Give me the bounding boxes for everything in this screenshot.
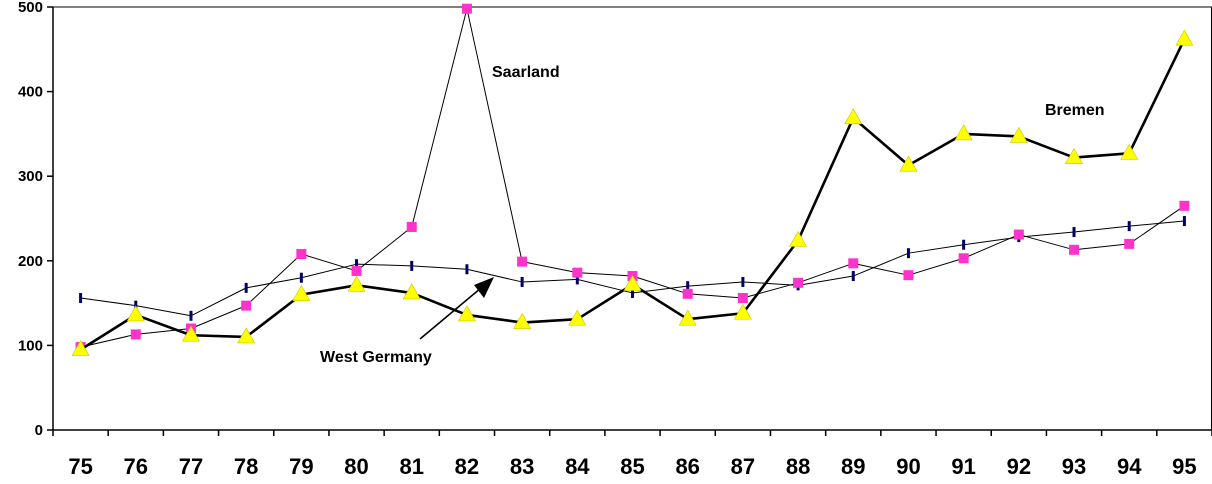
x-tick-label: 90 — [896, 454, 920, 479]
data-point-saarland — [296, 249, 307, 260]
data-point-saarland — [1179, 200, 1190, 211]
data-point-bremen — [402, 283, 421, 300]
annotations: Saarland Bremen West Germany — [320, 64, 1105, 366]
x-tick-label: 81 — [399, 454, 423, 479]
x-tick-label: 80 — [344, 454, 368, 479]
data-point-bremen — [1120, 143, 1139, 160]
data-point-bremen — [678, 309, 697, 326]
x-tick-label: 77 — [179, 454, 203, 479]
data-point-bremen — [457, 305, 476, 322]
x-tick-label: 89 — [841, 454, 865, 479]
x-tick-label: 88 — [786, 454, 810, 479]
series-saarland — [75, 3, 1190, 353]
x-tick-label: 87 — [731, 454, 755, 479]
x-tick-label: 86 — [675, 454, 699, 479]
x-tick-label: 84 — [565, 454, 590, 479]
series-layer — [71, 3, 1194, 356]
data-point-bremen — [789, 230, 808, 247]
y-tick-label: 300 — [18, 168, 43, 185]
annotation-saarland: Saarland — [492, 64, 560, 81]
data-point-bremen — [181, 325, 200, 342]
y-tick-label: 400 — [18, 84, 43, 101]
series-bremen — [71, 29, 1194, 356]
y-tick-label: 200 — [18, 253, 43, 270]
data-point-saarland — [682, 288, 693, 299]
data-point-bremen — [126, 305, 145, 322]
annotation-bremen: Bremen — [1045, 102, 1105, 119]
data-point-saarland — [958, 253, 969, 264]
data-point-bremen — [71, 340, 90, 356]
data-point-bremen — [568, 309, 587, 326]
y-tick-label: 500 — [18, 0, 43, 16]
data-point-bremen — [733, 303, 752, 320]
x-tick-label: 93 — [1062, 454, 1086, 479]
x-tick-label: 78 — [234, 454, 258, 479]
y-tick-label: 100 — [18, 337, 43, 354]
x-tick-label: 85 — [620, 454, 644, 479]
annotation-arrow-line — [419, 287, 482, 340]
data-point-bremen — [1009, 126, 1028, 143]
data-point-saarland — [406, 221, 417, 232]
x-tick-label: 91 — [951, 454, 975, 479]
data-point-saarland — [848, 258, 859, 269]
data-point-saarland — [241, 300, 252, 311]
data-point-bremen — [347, 275, 366, 292]
x-tick-label: 83 — [510, 454, 534, 479]
data-point-bremen — [954, 124, 973, 141]
x-tick-label: 76 — [124, 454, 148, 479]
data-point-bremen — [237, 327, 256, 344]
data-point-saarland — [461, 3, 472, 14]
y-tick-label: 0 — [35, 422, 43, 439]
data-point-saarland — [351, 265, 362, 276]
x-tick-label: 75 — [68, 454, 92, 479]
x-tick-label: 82 — [455, 454, 479, 479]
data-point-saarland — [130, 329, 141, 340]
data-point-bremen — [899, 155, 918, 172]
x-tick-label: 79 — [289, 454, 313, 479]
data-point-bremen — [1065, 147, 1084, 164]
data-point-saarland — [1069, 244, 1080, 255]
data-point-bremen — [1175, 29, 1194, 46]
data-point-bremen — [623, 274, 642, 291]
annotation-arrow-head — [474, 277, 494, 298]
annotation-west-germany: West Germany — [320, 349, 432, 366]
x-tick-label: 94 — [1117, 454, 1142, 479]
data-point-saarland — [903, 270, 914, 281]
data-point-saarland — [572, 267, 583, 278]
data-point-bremen — [513, 312, 532, 329]
data-point-saarland — [1124, 238, 1135, 249]
x-tick-label: 92 — [1007, 454, 1031, 479]
data-point-bremen — [844, 108, 863, 125]
data-point-bremen — [292, 285, 311, 301]
data-point-saarland — [793, 277, 804, 288]
x-tick-label: 95 — [1172, 454, 1196, 479]
axes: 0 100 200 300 400 500 75 76 77 78 79 80 81 82 83 84 85 86… — [18, 0, 1212, 479]
data-point-saarland — [517, 256, 528, 267]
data-point-saarland — [1013, 229, 1024, 240]
data-point-saarland — [737, 293, 748, 304]
